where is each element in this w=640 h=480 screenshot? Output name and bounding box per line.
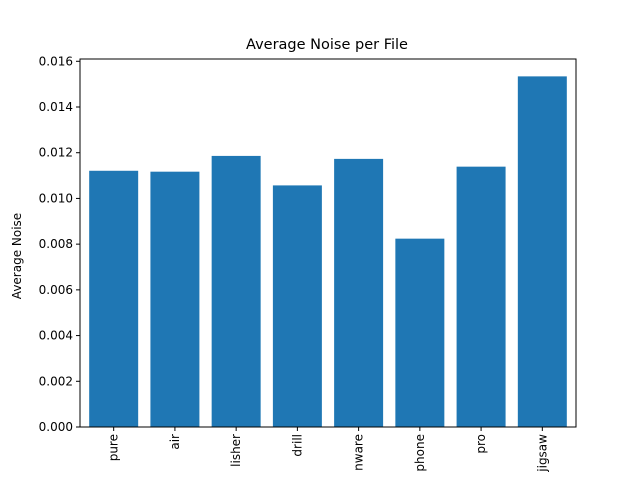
bar-chinaware (334, 158, 384, 427)
x-tick-label: nware (352, 434, 366, 471)
y-tick-label: 0.014 (39, 100, 73, 114)
chart-title: Average Noise per File (246, 37, 408, 53)
bar-air (150, 171, 200, 427)
x-tick-label: pure (107, 434, 121, 461)
bar-pure (89, 170, 139, 427)
x-tick-label: pro (474, 434, 488, 454)
y-tick-label: 0.002 (39, 374, 73, 388)
x-tick-label: lisher (229, 434, 243, 467)
bar-drill (272, 185, 322, 427)
y-axis-ticks: 0.000 0.002 0.004 0.006 0.008 0.010 0.012 0.014… (39, 54, 80, 434)
bar-pro (456, 166, 506, 427)
y-tick-label: 0.012 (39, 146, 73, 160)
bars (89, 76, 567, 427)
y-tick-label: 0.008 (39, 237, 73, 251)
x-axis-ticks: pure air lisher drill nware phone pro jigsaw (107, 427, 549, 473)
y-tick-label: 0.010 (39, 191, 73, 205)
y-axis-label: Average Noise (10, 213, 24, 299)
bar-phone (395, 238, 445, 427)
y-tick-label: 0.004 (39, 329, 73, 343)
y-tick-label: 0.000 (39, 420, 73, 434)
bar-polisher (211, 155, 261, 427)
x-tick-label: jigsaw (535, 434, 549, 473)
x-tick-label: phone (413, 434, 427, 472)
y-tick-label: 0.006 (39, 283, 73, 297)
plot-frame (79, 58, 577, 428)
bar-jigsaw (517, 76, 567, 427)
y-tick-label: 0.016 (39, 54, 73, 68)
x-tick-label: air (168, 434, 182, 450)
x-tick-label: drill (290, 434, 304, 457)
